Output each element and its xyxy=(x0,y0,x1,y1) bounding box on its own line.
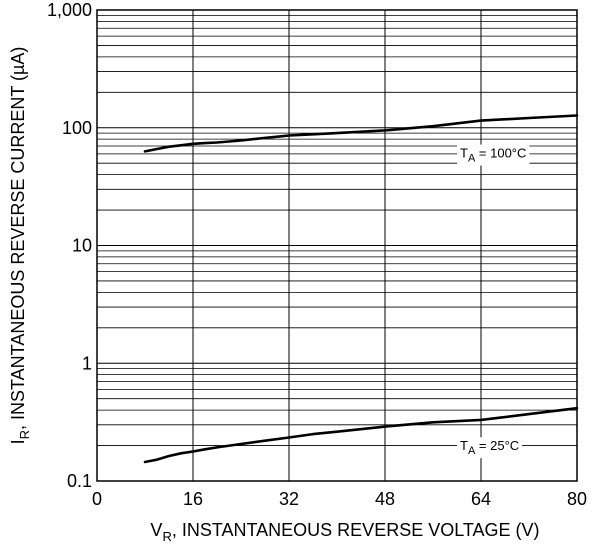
plot-frame xyxy=(96,9,578,482)
series-labels: TA = 100°CTA = 25°C xyxy=(457,144,530,459)
x-tick-label: 16 xyxy=(183,489,203,509)
x-axis-title-prefix: V xyxy=(150,520,162,540)
series-label: TA = 100°C xyxy=(457,144,530,166)
y-tick-label: 1,000 xyxy=(47,0,92,20)
series-layer xyxy=(143,114,579,464)
x-tick-label: 0 xyxy=(92,489,102,509)
y-tick-label: 10 xyxy=(72,236,92,256)
series-label-value: = 100°C xyxy=(475,146,526,161)
y-axis-title-subscript: R xyxy=(17,430,32,439)
series-label-background xyxy=(457,144,530,166)
y-axis-title-text: , INSTANTANEOUS REVERSE CURRENT (µA) xyxy=(8,47,28,430)
series-line xyxy=(143,406,579,464)
y-axis-title-prefix: I xyxy=(8,439,28,444)
series-label-prefix: T xyxy=(460,146,468,161)
series-label-background xyxy=(457,437,523,459)
grid xyxy=(96,10,578,482)
x-tick-label: 64 xyxy=(471,489,491,509)
x-tick-label: 80 xyxy=(567,489,587,509)
x-axis-title-subscript: R xyxy=(162,529,171,544)
x-tick-label: 32 xyxy=(279,489,299,509)
x-tick-label: 48 xyxy=(375,489,395,509)
y-tick-label: 0.1 xyxy=(67,471,92,491)
series-label-text: TA = 25°C xyxy=(460,438,519,457)
y-tick-label: 1 xyxy=(82,353,92,373)
y-tick-label: 100 xyxy=(62,118,92,138)
series-label-text: TA = 100°C xyxy=(460,146,526,165)
series-line xyxy=(143,114,579,153)
series-label: TA = 25°C xyxy=(457,437,523,459)
series-label-subscript: A xyxy=(468,445,476,457)
series-label-subscript: A xyxy=(468,153,476,165)
x-axis-title-text: , INSTANTANEOUS REVERSE VOLTAGE (V) xyxy=(172,520,540,540)
series-label-prefix: T xyxy=(460,438,468,453)
series-label-value: = 25°C xyxy=(475,438,519,453)
tick-labels: 0 16 32 48 64 80 0.1 1 10 100 1,000 xyxy=(47,0,587,509)
x-axis-title: VR, INSTANTANEOUS REVERSE VOLTAGE (V) xyxy=(150,520,539,544)
y-axis-title: IR, INSTANTANEOUS REVERSE CURRENT (µA) xyxy=(8,47,32,445)
